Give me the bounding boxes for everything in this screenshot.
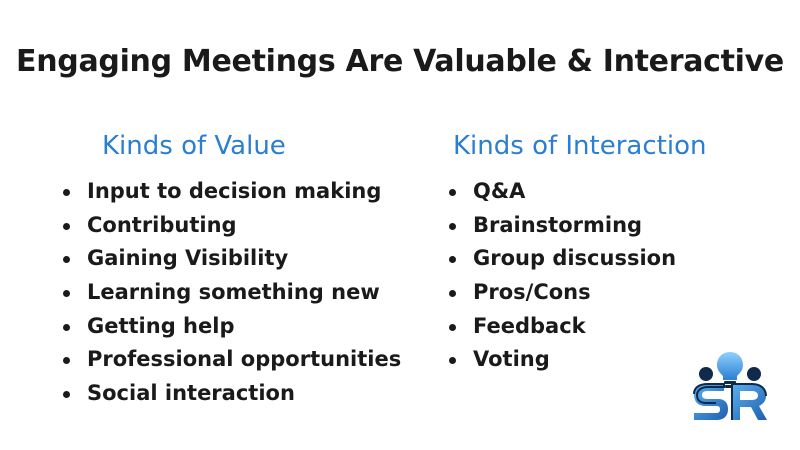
bullet-icon	[63, 357, 70, 365]
list-item-label: Q&A	[473, 179, 526, 203]
bullet-icon	[449, 189, 456, 196]
list-item: Feedback	[448, 310, 676, 344]
list-item: Input to decision making	[62, 175, 401, 209]
list-item: Group discussion	[448, 242, 676, 276]
list-item: Getting help	[62, 310, 401, 344]
bullet-icon	[449, 357, 456, 365]
bullet-icon	[449, 290, 456, 298]
kinds-of-value-list: Input to decision making Contributing Ga…	[62, 175, 401, 411]
list-item-label: Feedback	[473, 313, 586, 338]
list-item-label: Learning something new	[87, 280, 380, 305]
list-item: Pros/Cons	[448, 276, 676, 310]
bullet-icon	[63, 391, 70, 399]
list-item: Gaining Visibility	[62, 242, 401, 276]
list-item-label: Input to decision making	[87, 179, 382, 203]
bullet-icon	[63, 256, 70, 264]
list-item: Learning something new	[62, 276, 401, 310]
kinds-of-value-heading: Kinds of Value	[102, 131, 286, 161]
list-item-label: Group discussion	[473, 246, 677, 271]
list-item-label: Social interaction	[87, 381, 295, 406]
list-item-label: Brainstorming	[473, 212, 643, 237]
page-title: Engaging Meetings Are Valuable & Interac…	[16, 44, 784, 79]
bullet-icon	[449, 256, 456, 264]
kinds-of-interaction-list: Q&A Brainstorming Group discussion Pros/…	[448, 175, 676, 377]
list-item: Q&A	[448, 175, 676, 209]
bullet-icon	[63, 189, 70, 196]
list-item: Brainstorming	[448, 209, 676, 243]
list-item: Professional opportunities	[62, 343, 401, 377]
list-item: Contributing	[62, 209, 401, 243]
list-item-label: Professional opportunities	[87, 347, 402, 372]
list-item-label: Pros/Cons	[473, 280, 591, 305]
people-lightbulb-logo-icon	[688, 350, 772, 422]
bullet-icon	[63, 222, 70, 230]
bullet-icon	[63, 323, 70, 331]
list-item-label: Contributing	[87, 212, 237, 237]
bullet-icon	[449, 222, 456, 230]
bullet-icon	[449, 323, 456, 331]
list-item: Social interaction	[62, 377, 401, 411]
list-item: Voting	[448, 343, 676, 377]
list-item-label: Voting	[473, 347, 550, 372]
bullet-icon	[63, 290, 70, 298]
list-item-label: Gaining Visibility	[87, 246, 289, 271]
kinds-of-interaction-heading: Kinds of Interaction	[453, 131, 707, 161]
list-item-label: Getting help	[87, 313, 235, 338]
